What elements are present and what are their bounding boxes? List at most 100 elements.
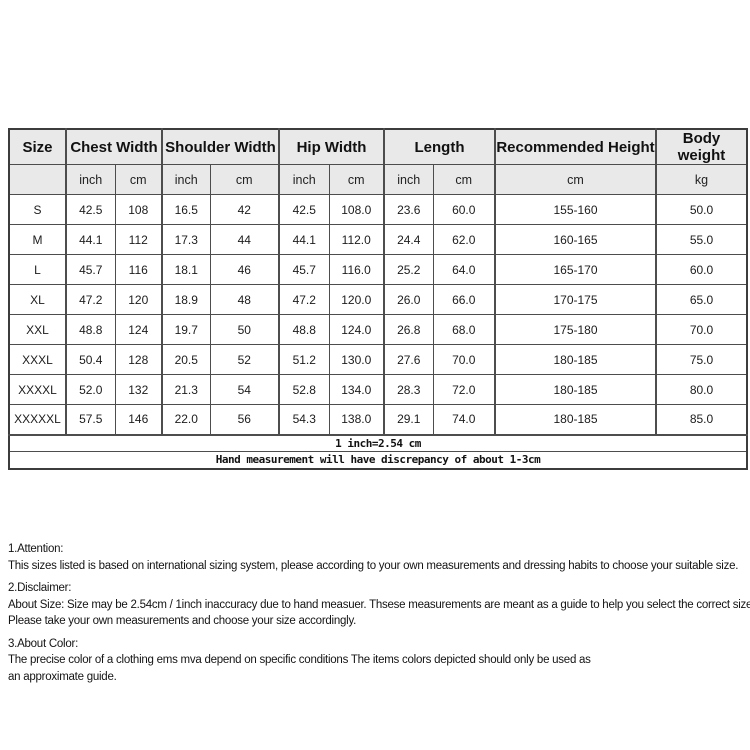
note-section: 1.Attention: This sizes listed is based o… xyxy=(8,541,748,574)
measurement-cell: 19.7 xyxy=(161,314,211,345)
unit-hip-inch: inch xyxy=(278,164,330,195)
unit-chest-inch: inch xyxy=(65,164,116,195)
size-label-cell: L xyxy=(8,254,67,285)
header-chest-width: Chest Width xyxy=(65,128,163,165)
header-hip-width-label: Hip Width xyxy=(296,138,367,156)
measurement-cell: 24.4 xyxy=(383,224,434,255)
measurement-cell: 85.0 xyxy=(655,404,748,435)
measurement-cell: 112 xyxy=(114,224,163,255)
measurement-cell: 47.2 xyxy=(65,284,116,315)
measurement-cell: 70.0 xyxy=(432,344,496,375)
measurement-cell: 44.1 xyxy=(278,224,330,255)
measurement-cell: 120 xyxy=(114,284,163,315)
measurement-cell: 66.0 xyxy=(432,284,496,315)
measurement-cell: 22.0 xyxy=(161,404,211,435)
note-section: 2.Disclaimer: About Size: Size may be 2.5… xyxy=(8,580,750,630)
measurement-cell: 25.2 xyxy=(383,254,434,285)
measurement-cell: 16.5 xyxy=(161,194,211,225)
measurement-cell: 52 xyxy=(209,344,280,375)
measurement-cell: 17.3 xyxy=(161,224,211,255)
measurement-cell: 108.0 xyxy=(328,194,385,225)
measurement-cell: 130.0 xyxy=(328,344,385,375)
measurement-cell: 128 xyxy=(114,344,163,375)
measurement-cell: 160-165 xyxy=(494,224,657,255)
table-row: XXXL 50.4 128 20.5 52 51.2 130.0 27.6 70.0 180-18… xyxy=(8,344,748,375)
measurement-cell: 18.9 xyxy=(161,284,211,315)
measurement-cell: 44.1 xyxy=(65,224,116,255)
measurement-cell: 50.4 xyxy=(65,344,116,375)
unit-length-inch: inch xyxy=(383,164,434,195)
measurement-cell: 60.0 xyxy=(655,254,748,285)
measurement-cell: 20.5 xyxy=(161,344,211,375)
note-row-inch: 1 inch=2.54 cm xyxy=(8,433,748,452)
header-body-weight: Body weight xyxy=(655,128,748,165)
note-section: 3.About Color: The precise color of a clo… xyxy=(8,636,748,686)
measurement-cell: 75.0 xyxy=(655,344,748,375)
measurement-cell: 44 xyxy=(209,224,280,255)
measurement-cell: 72.0 xyxy=(432,374,496,405)
measurement-cell: 23.6 xyxy=(383,194,434,225)
table-row: XXXXL 52.0 132 21.3 54 52.8 134.0 28.3 72.0 180-1… xyxy=(8,374,748,405)
note-section-title: 1.Attention: xyxy=(8,543,64,555)
table-row: L 45.7 116 18.1 46 45.7 116.0 25.2 64.0 165-170 60… xyxy=(8,254,748,285)
measurement-cell: 51.2 xyxy=(278,344,330,375)
measurement-cell: 46 xyxy=(209,254,280,285)
measurement-cell: 54 xyxy=(209,374,280,405)
unit-shoulder-inch: inch xyxy=(161,164,211,195)
measurement-cell: 180-185 xyxy=(494,374,657,405)
size-label-cell: XXXL xyxy=(8,344,67,375)
size-label-cell: M xyxy=(8,224,67,255)
measurement-cell: 28.3 xyxy=(383,374,434,405)
note-section-title: 3.About Color: xyxy=(8,637,79,650)
note-hand-measurement: Hand measurement will have discrepancy o… xyxy=(8,451,748,469)
measurement-cell: 48.8 xyxy=(278,314,330,345)
measurement-cell: 70.0 xyxy=(655,314,748,345)
measurement-cell: 21.3 xyxy=(161,374,211,405)
measurement-cell: 45.7 xyxy=(278,254,330,285)
corner-marker-icon xyxy=(281,129,284,132)
measurement-cell: 146 xyxy=(114,404,163,435)
measurement-cell: 180-185 xyxy=(494,344,657,375)
measurement-cell: 48.8 xyxy=(65,314,116,345)
measurement-cell: 26.0 xyxy=(383,284,434,315)
measurement-cell: 54.3 xyxy=(278,404,330,435)
size-chart: Size Chest Width Shoulder Width Hip Widt… xyxy=(8,128,748,470)
measurement-cell: 124.0 xyxy=(328,314,385,345)
measurement-cell: 56 xyxy=(209,404,280,435)
measurement-cell: 42.5 xyxy=(65,194,116,225)
measurement-cell: 26.8 xyxy=(383,314,434,345)
measurement-cell: 47.2 xyxy=(278,284,330,315)
note-section-line: Please take your own measurements and ch… xyxy=(8,615,357,627)
header-group-row: Size Chest Width Shoulder Width Hip Widt… xyxy=(8,128,748,165)
measurement-cell: 42 xyxy=(209,194,280,225)
note-section-line: an approximate guide. xyxy=(8,670,117,683)
unit-weight-kg: kg xyxy=(655,164,748,195)
measurement-cell: 116.0 xyxy=(328,254,385,285)
size-chart-table: Size Chest Width Shoulder Width Hip Widt… xyxy=(8,128,748,470)
unit-height-cm: cm xyxy=(494,164,657,195)
size-table-body: S 42.5 108 16.5 42 42.5 108.0 23.6 60.0 155-160 50… xyxy=(8,194,748,435)
measurement-cell: 120.0 xyxy=(328,284,385,315)
measurement-cell: 138.0 xyxy=(328,404,385,435)
measurement-cell: 108 xyxy=(114,194,163,225)
measurement-cell: 50.0 xyxy=(655,194,748,225)
unit-length-cm: cm xyxy=(432,164,496,195)
note-section-title: 2.Disclaimer: xyxy=(8,582,72,594)
table-row: XL 47.2 120 18.9 48 47.2 120.0 26.0 66.0 170-175 6… xyxy=(8,284,748,315)
measurement-cell: 170-175 xyxy=(494,284,657,315)
measurement-cell: 27.6 xyxy=(383,344,434,375)
measurement-cell: 52.0 xyxy=(65,374,116,405)
header-shoulder-width: Shoulder Width xyxy=(161,128,280,165)
header-size: Size xyxy=(8,128,67,165)
measurement-cell: 134.0 xyxy=(328,374,385,405)
measurement-cell: 65.0 xyxy=(655,284,748,315)
measurement-cell: 52.8 xyxy=(278,374,330,405)
measurement-cell: 74.0 xyxy=(432,404,496,435)
size-label-cell: XXXXL xyxy=(8,374,67,405)
table-row: S 42.5 108 16.5 42 42.5 108.0 23.6 60.0 155-160 50… xyxy=(8,194,748,225)
note-row-discrepancy: Hand measurement will have discrepancy o… xyxy=(8,451,748,469)
table-row: XXL 48.8 124 19.7 50 48.8 124.0 26.8 68.0 175-180… xyxy=(8,314,748,345)
note-section-line: About Size: Size may be 2.54cm / 1inch i… xyxy=(8,598,750,611)
measurement-cell: 124 xyxy=(114,314,163,345)
unit-blank xyxy=(8,164,67,195)
